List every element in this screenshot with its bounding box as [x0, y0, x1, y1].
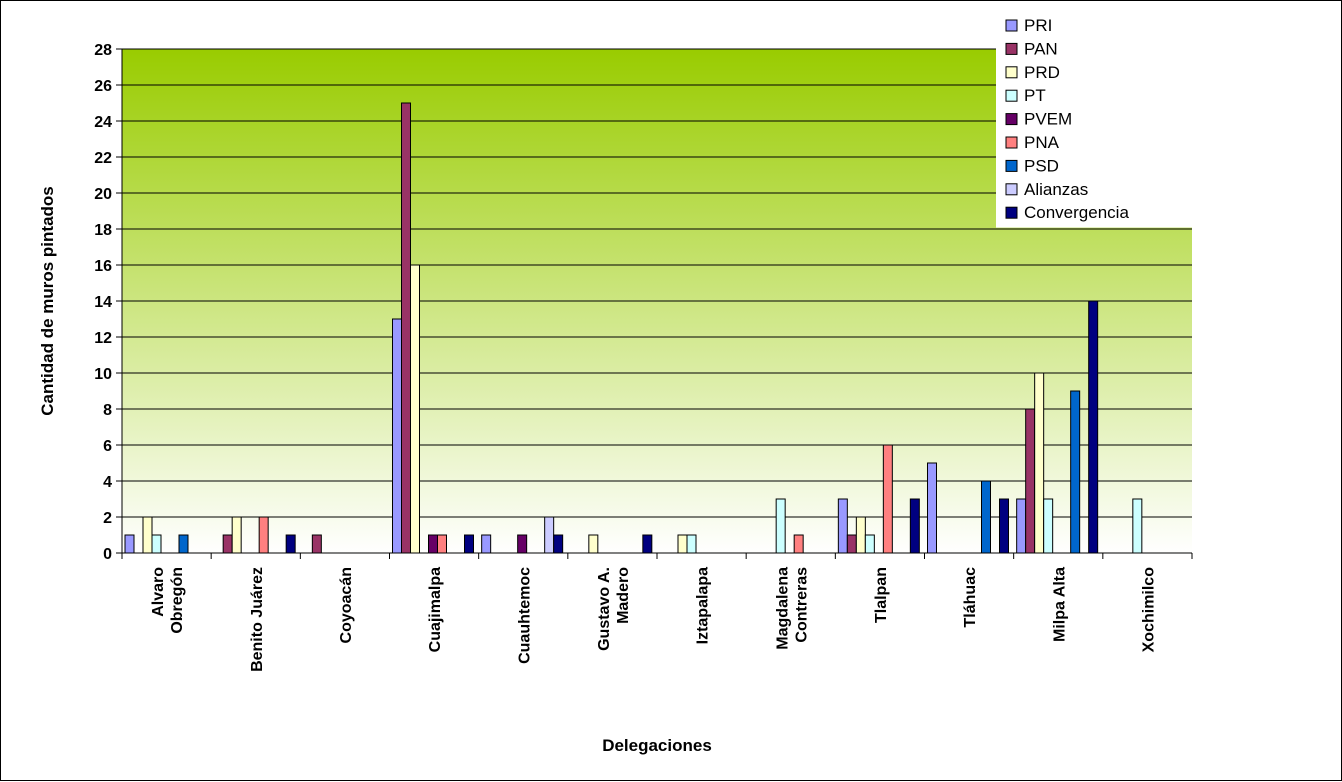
bar-pri-9 — [927, 462, 937, 554]
legend-box — [996, 9, 1199, 228]
bar-pan-1 — [222, 534, 233, 554]
bar-pan-3 — [401, 102, 411, 554]
y-tick-label: 26 — [94, 78, 112, 95]
bar-pt-10 — [1043, 498, 1054, 554]
legend-swatch — [1005, 66, 1018, 79]
bar-convergencia-1 — [285, 534, 296, 554]
bar-convergencia-3 — [464, 534, 474, 554]
bar-prd-10 — [1034, 372, 1045, 554]
legend-swatch — [1005, 159, 1018, 172]
bar-pan-10 — [1025, 408, 1036, 554]
bar-pri-10 — [1016, 498, 1027, 554]
bar-pt-8 — [864, 534, 875, 554]
y-tick-label: 8 — [103, 402, 112, 419]
legend-swatch — [1005, 183, 1018, 196]
bar-pna-7 — [793, 534, 804, 554]
legend-swatch — [1005, 136, 1018, 149]
y-axis-label: Cantidad de muros pintados — [38, 186, 57, 416]
bar-convergencia-5 — [642, 534, 653, 554]
x-category-label: Magdalena — [774, 567, 791, 650]
y-tick-label: 20 — [94, 186, 112, 203]
x-category-label: Tlalpan — [873, 567, 890, 623]
bar-psd-9 — [981, 480, 991, 554]
y-tick-label: 14 — [94, 294, 112, 311]
y-tick-label: 6 — [103, 438, 112, 455]
legend-swatch — [1005, 113, 1018, 126]
bar-pvem-3 — [428, 534, 438, 554]
bar-psd-0 — [178, 534, 189, 554]
legend-swatch — [1005, 42, 1018, 55]
y-tick-label: 0 — [103, 546, 112, 563]
bar-pt-6 — [686, 534, 697, 554]
bar-alianzas-4 — [544, 516, 555, 554]
bar-prd-5 — [588, 534, 599, 554]
bar-pri-8 — [837, 498, 848, 554]
y-tick-label: 16 — [94, 258, 112, 275]
legend-entry: PNA — [1024, 133, 1060, 152]
x-axis-categories: Alvaro Obregón Benito Juárez Coyoacán Cuajim… — [150, 567, 1157, 672]
bar-pna-3 — [437, 534, 447, 554]
x-category-label: Contreras — [793, 567, 810, 643]
x-category-label: Obregón — [169, 567, 186, 634]
legend-swatch — [1005, 206, 1018, 219]
x-category-label: Tláhuac — [962, 567, 979, 628]
x-category-label: Milpa Alta — [1051, 567, 1068, 642]
bar-pna-1 — [258, 516, 269, 554]
x-category-label: Iztapalapa — [695, 567, 712, 644]
x-category-label: Benito Juárez — [249, 567, 266, 672]
bar-pri-3 — [392, 318, 402, 554]
bar-convergencia-4 — [553, 534, 564, 554]
legend-entry: PVEM — [1024, 110, 1072, 129]
legend-entry: PRI — [1024, 16, 1052, 35]
bar-prd-1 — [231, 516, 242, 554]
bar-convergencia-8 — [909, 498, 920, 554]
x-category-label: Madero — [615, 567, 632, 624]
bar-pt-7 — [775, 498, 786, 554]
bar-pri-0 — [124, 534, 135, 554]
bar-pan-8 — [846, 534, 857, 554]
bar-pna-8 — [882, 444, 893, 554]
y-tick-label: 12 — [94, 330, 112, 347]
y-tick-label: 2 — [103, 510, 112, 527]
x-axis-label: Delegaciones — [602, 736, 712, 755]
y-tick-label: 4 — [103, 474, 112, 491]
x-category-label: Cuajimalpa — [427, 567, 444, 652]
bars — [124, 102, 1143, 554]
y-tick-label: 10 — [94, 366, 112, 383]
x-category-label: Cuauhtemoc — [516, 567, 533, 664]
x-category-label: Alvaro — [150, 567, 167, 617]
bar-psd-10 — [1070, 390, 1081, 554]
bar-pvem-4 — [517, 534, 528, 554]
legend-entry: Alianzas — [1024, 180, 1088, 199]
bar-prd-8 — [855, 516, 866, 554]
y-tick-label: 24 — [94, 114, 112, 131]
bar-pan-2 — [311, 534, 322, 554]
legend-entry: PAN — [1024, 39, 1058, 58]
y-tick-label: 22 — [94, 150, 112, 167]
bar-pri-4 — [481, 534, 492, 554]
bar-prd-3 — [410, 264, 420, 554]
legend-entry: PRD — [1024, 63, 1060, 82]
bar-convergencia-10 — [1088, 300, 1099, 554]
legend: PRI PAN PRD PT PVEM PNA PSD Alianzas Convergenci… — [996, 9, 1199, 228]
x-category-label: Xochimilco — [1140, 567, 1157, 653]
bar-prd-6 — [677, 534, 688, 554]
bar-pt-11 — [1132, 498, 1143, 554]
bar-convergencia-9 — [999, 498, 1009, 554]
y-tick-label: 18 — [94, 222, 112, 239]
legend-entry: Convergencia — [1024, 203, 1129, 222]
bar-pt-0 — [151, 534, 162, 554]
legend-swatch — [1005, 19, 1018, 32]
legend-entry: PSD — [1024, 156, 1059, 175]
legend-swatch — [1005, 89, 1018, 102]
x-category-label: Coyoacán — [338, 567, 355, 643]
y-tick-label: 28 — [94, 42, 112, 59]
legend-entry: PT — [1024, 86, 1046, 105]
bar-prd-0 — [142, 516, 153, 554]
x-category-label: Gustavo A. — [596, 567, 613, 651]
